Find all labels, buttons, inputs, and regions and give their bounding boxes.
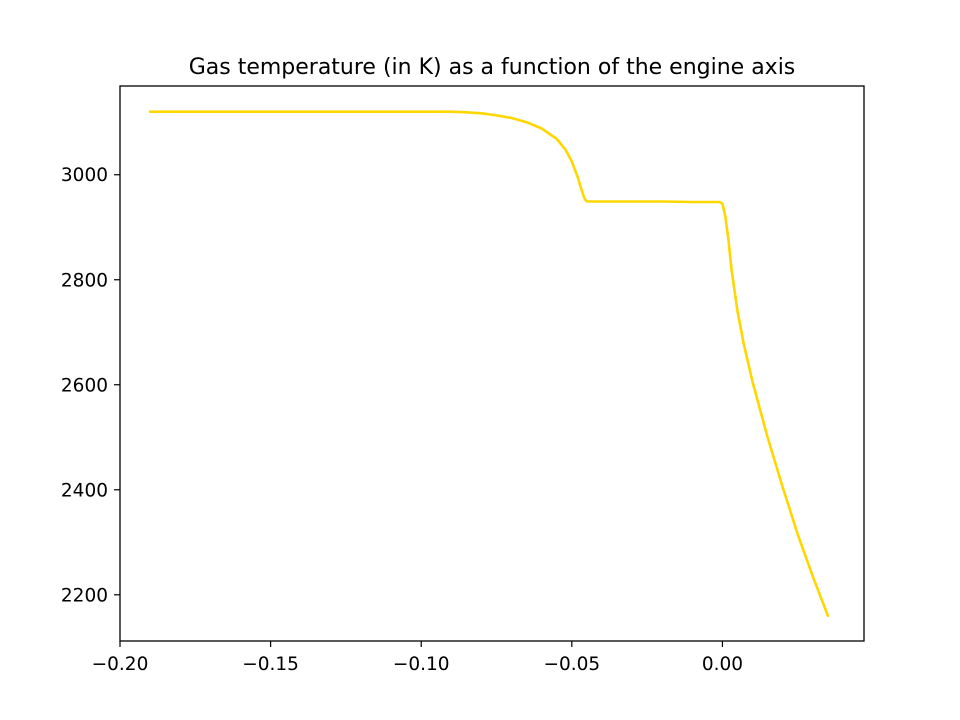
y-tick-label: 2200 (61, 585, 108, 606)
x-tick-label: −0.05 (543, 654, 600, 675)
y-axis: 2200 2400 2600 2800 3000 (61, 165, 120, 606)
y-tick-label: 2400 (61, 480, 108, 501)
y-tick-label: 2800 (61, 270, 108, 291)
x-tick-label: 0.00 (702, 654, 743, 675)
chart-title: Gas temperature (in K) as a function of … (189, 55, 796, 80)
x-tick-label: −0.15 (242, 654, 299, 675)
series-line-0 (148, 110, 830, 618)
x-axis: −0.20 −0.15 −0.10 −0.05 0.00 (92, 641, 743, 675)
y-tick-label: 2600 (61, 375, 108, 396)
plot-area-frame (119, 85, 865, 642)
y-tick-label: 3000 (61, 165, 108, 186)
x-tick-label: −0.10 (393, 654, 450, 675)
series-layer (148, 110, 830, 618)
x-tick-label: −0.20 (92, 654, 149, 675)
